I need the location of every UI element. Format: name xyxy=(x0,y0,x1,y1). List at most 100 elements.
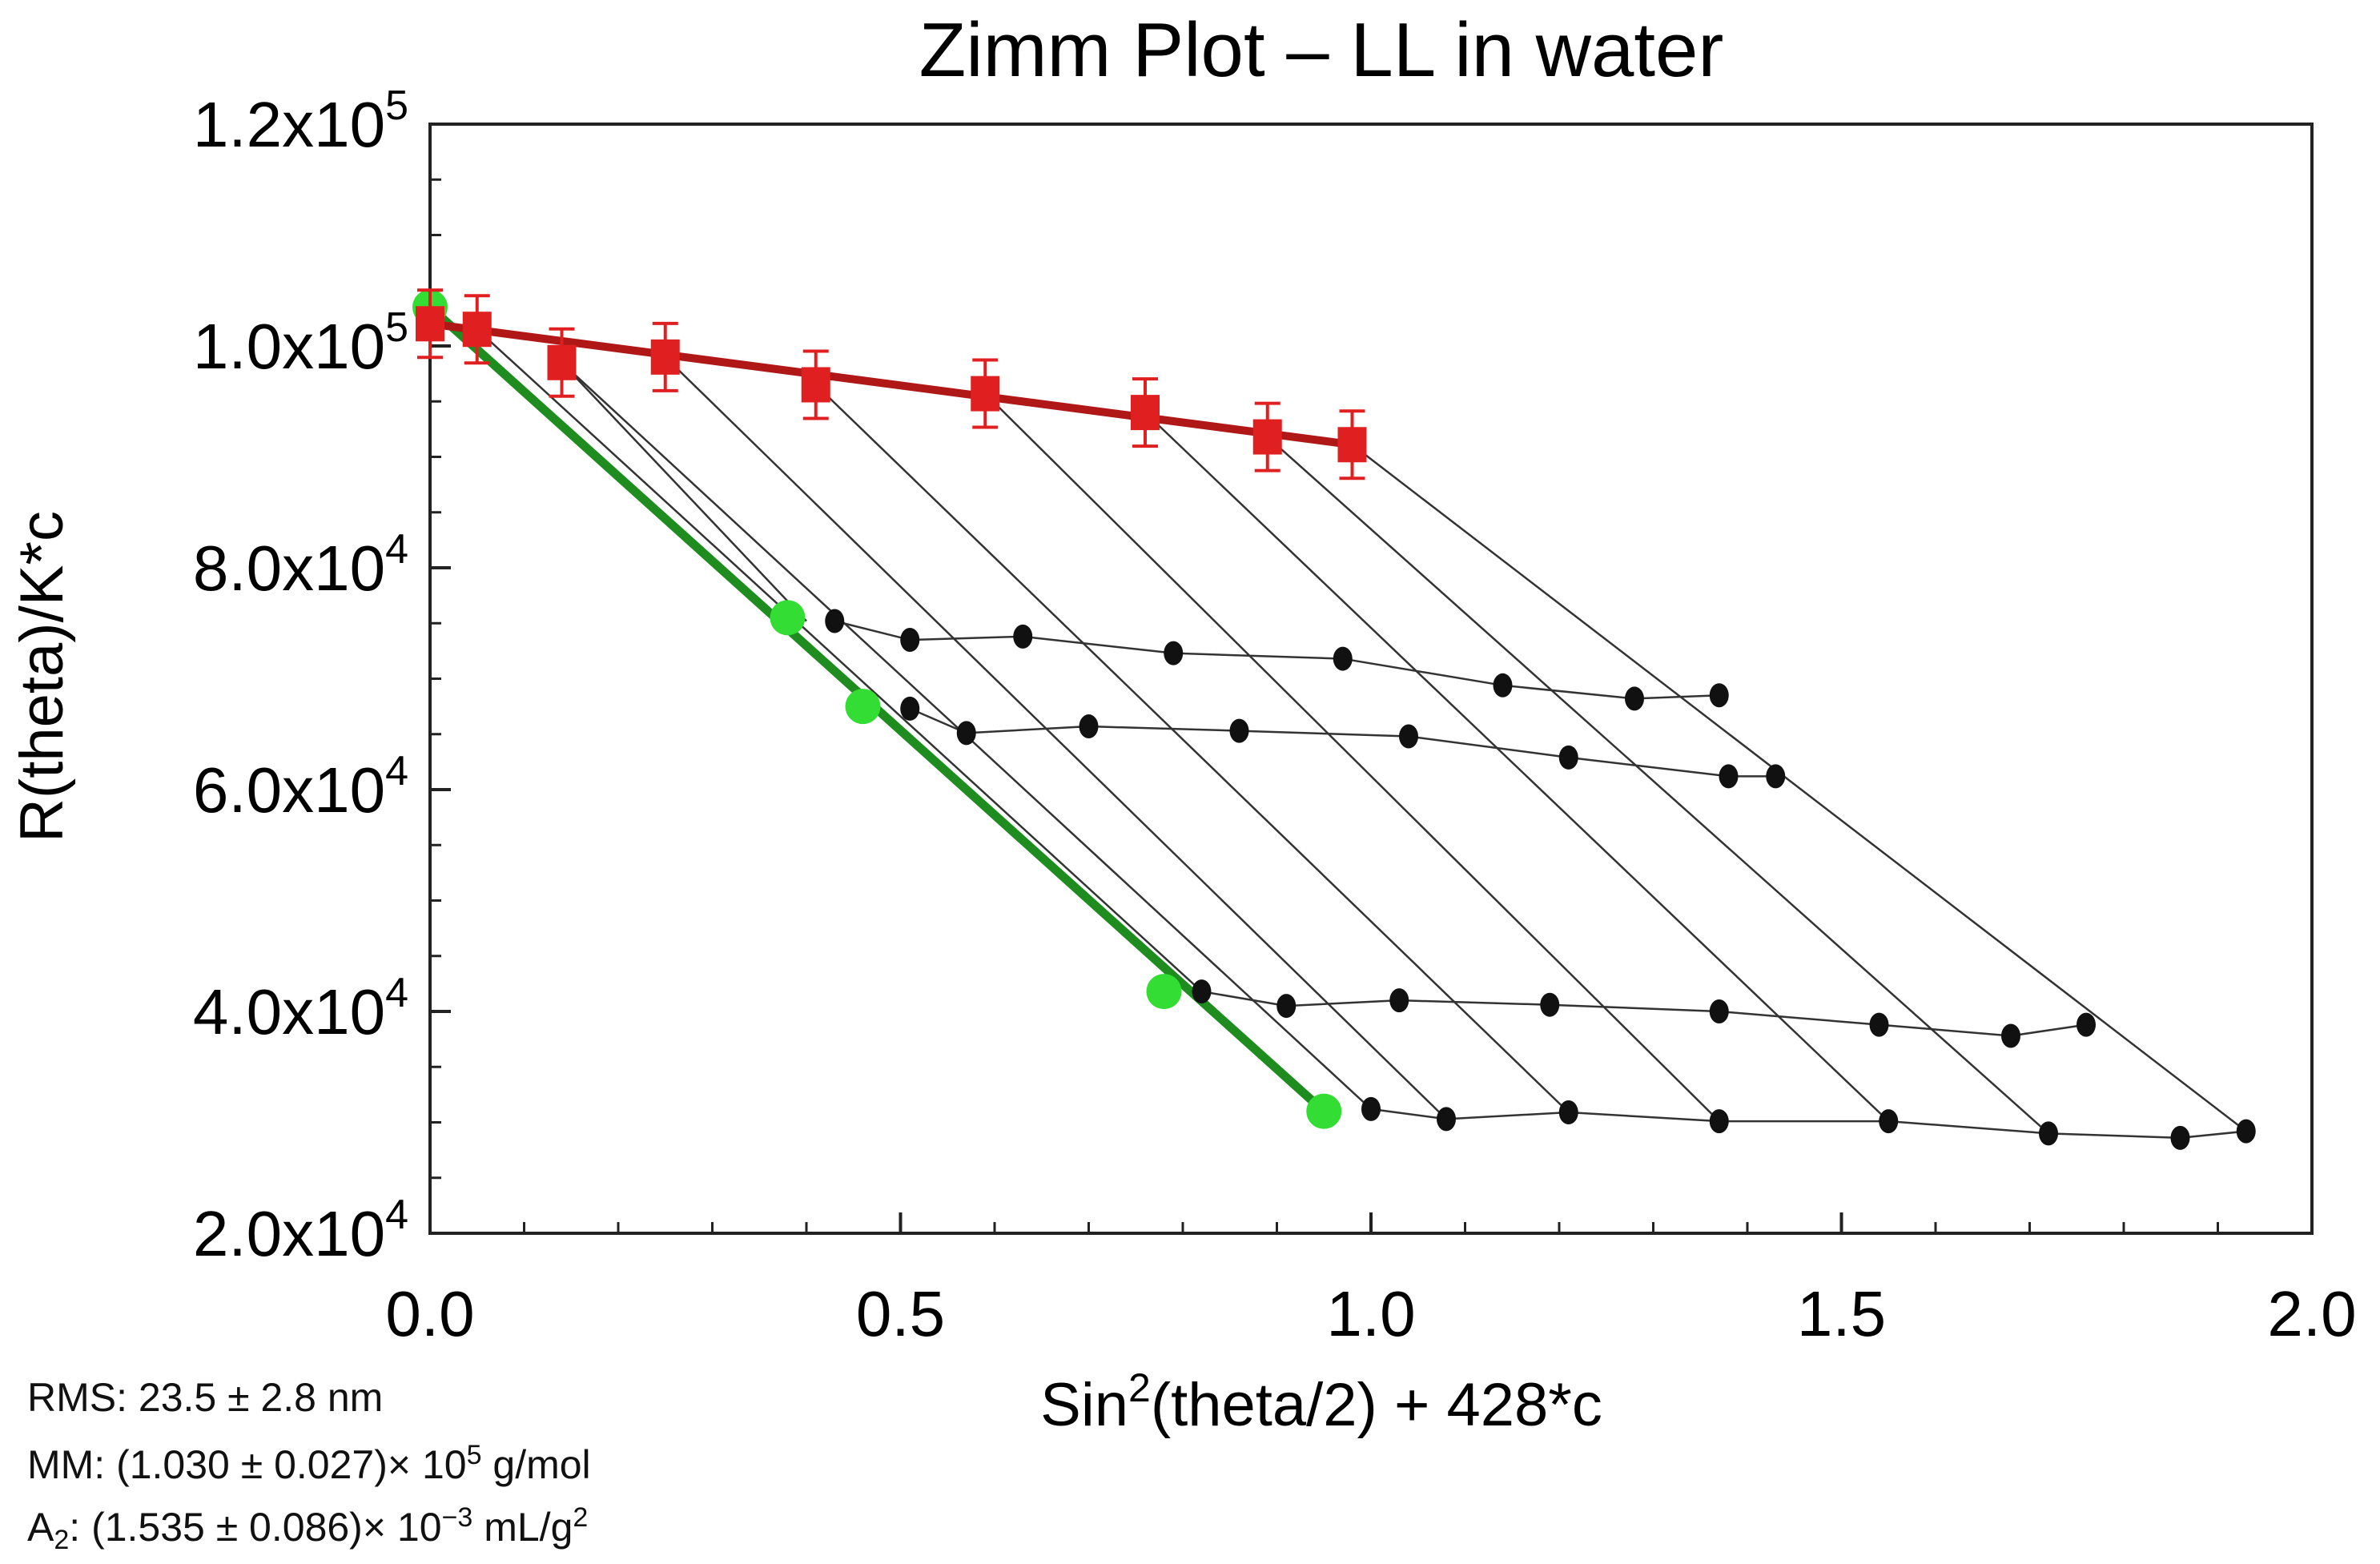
mm-exp: 5 xyxy=(466,1440,482,1470)
y-tick-label-base: 6.0x10 xyxy=(193,754,385,826)
measured-point xyxy=(1625,686,1644,711)
angle-fit-line xyxy=(1351,444,2247,1132)
y-tick-label-exp: 4 xyxy=(385,526,408,573)
measured-point xyxy=(1399,724,1418,749)
mm-unit: g/mol xyxy=(481,1442,591,1487)
y-tick-label-base: 2.0x10 xyxy=(193,1198,385,1269)
measured-point xyxy=(825,609,845,633)
x-axis-label-sup: 2 xyxy=(1128,1365,1151,1410)
y-tick-label-base: 1.2x10 xyxy=(193,89,385,160)
y-tick-label: 4.0x104 xyxy=(193,970,408,1047)
measured-point xyxy=(1437,1107,1456,1132)
x-tick-label: 0.0 xyxy=(385,1278,474,1349)
y-tick-label-exp: 5 xyxy=(385,304,408,351)
x-tick-label: 2.0 xyxy=(2267,1278,2356,1349)
measured-point xyxy=(1709,1109,1729,1134)
y-tick-label-base: 1.0x10 xyxy=(193,311,385,382)
stats-a2: A2: (1.535 ± 0.086)× 10−3 mL/g2 xyxy=(27,1504,588,1554)
a2-name: A xyxy=(27,1505,54,1550)
y-tick-label-base: 4.0x10 xyxy=(193,976,385,1047)
a2-unit: mL/g xyxy=(472,1505,573,1550)
mm-prefix: MM: (1.030 ± 0.027) xyxy=(27,1442,388,1487)
measured-point xyxy=(956,721,976,746)
y-axis-label: R(theta)/K*c xyxy=(8,511,76,842)
concentration-fit-line xyxy=(1370,1108,2246,1140)
measured-point xyxy=(2001,1023,2020,1048)
x-axis: 0.0 0.5 1.0 1.5 2.0 xyxy=(385,1212,2357,1349)
measured-point xyxy=(1540,992,1560,1017)
measured-point xyxy=(2236,1119,2256,1144)
measured-point xyxy=(1164,641,1184,665)
zero-concentration-fit-line xyxy=(429,320,1353,449)
x-axis-label: Sin2(theta/2) + 428*c xyxy=(1040,1365,1602,1439)
angle-fit-line xyxy=(1266,436,2049,1135)
chart-title: Zimm Plot – LL in water xyxy=(919,7,1724,93)
zero-concentration-point xyxy=(547,344,577,380)
data-markers xyxy=(412,288,2256,1150)
stats-mm: MM: (1.030 ± 0.027)× 105 g/mol xyxy=(27,1441,591,1485)
angle-fit-line xyxy=(561,361,807,622)
y-tick-label-base: 8.0x10 xyxy=(193,533,385,604)
mm-mult: × 10 xyxy=(387,1442,467,1487)
measured-point xyxy=(1389,988,1409,1013)
measured-point xyxy=(2039,1121,2058,1146)
plot-frame xyxy=(428,123,2314,1235)
zero-concentration-point xyxy=(1131,395,1160,431)
measured-point xyxy=(1229,718,1249,743)
measured-point xyxy=(1361,1096,1381,1121)
measured-point xyxy=(1766,764,1786,789)
measured-point xyxy=(2170,1125,2190,1150)
x-tick-label: 1.0 xyxy=(1326,1278,1415,1349)
angle-fit-line xyxy=(476,328,1203,992)
angle-fit-line xyxy=(664,356,1447,1120)
zero-concentration-point xyxy=(1337,427,1367,463)
a2-exp: −3 xyxy=(441,1502,473,1533)
measured-point xyxy=(1709,999,1729,1023)
measured-point xyxy=(2076,1012,2096,1037)
zero-angle-point xyxy=(1306,1093,1342,1129)
a2-unit-exp: 2 xyxy=(573,1502,589,1533)
x-tick-label: 0.5 xyxy=(856,1278,945,1349)
y-tick-label-exp: 5 xyxy=(385,82,408,129)
measured-point xyxy=(1013,624,1033,649)
y-tick-label: 2.0x104 xyxy=(193,1192,408,1269)
y-tick-label-exp: 4 xyxy=(385,748,408,794)
measured-point xyxy=(1709,683,1729,708)
zero-concentration-point xyxy=(650,339,680,375)
y-tick-label: 8.0x104 xyxy=(193,526,408,604)
a2-sub: 2 xyxy=(54,1525,70,1555)
a2-prefix: : (1.535 ± 0.086) xyxy=(69,1505,363,1550)
y-tick-label: 1.2x105 xyxy=(193,82,408,160)
x-axis-label-rest: (theta/2) + 428*c xyxy=(1151,1371,1602,1439)
concentration-fit-line xyxy=(909,707,1776,778)
x-tick-label: 1.5 xyxy=(1797,1278,1886,1349)
concentration-fit-line xyxy=(834,620,1719,700)
measured-point xyxy=(1558,745,1578,770)
y-tick-label: 1.0x105 xyxy=(193,304,408,382)
zero-angle-point xyxy=(1146,974,1182,1010)
measured-point xyxy=(900,696,920,721)
y-axis: 2.0x1044.0x1046.0x1048.0x1041.0x1051.2x1… xyxy=(193,82,451,1269)
zero-concentration-point xyxy=(462,312,492,348)
measured-point xyxy=(900,628,920,653)
x-axis-label-main: Sin xyxy=(1040,1371,1128,1439)
zero-concentration-point xyxy=(1252,419,1282,455)
angle-fit-line xyxy=(814,384,1570,1113)
zero-concentration-point xyxy=(971,376,1000,412)
zero-concentration-point xyxy=(801,367,830,403)
y-tick-label-exp: 4 xyxy=(385,970,408,1016)
measured-point xyxy=(1192,979,1212,1004)
fit-lines xyxy=(427,304,2247,1140)
angle-fit-line xyxy=(1144,412,1890,1123)
measured-point xyxy=(1333,646,1353,671)
measured-point xyxy=(1493,673,1513,698)
y-tick-label: 6.0x104 xyxy=(193,748,408,826)
stats-rms: RMS: 23.5 ± 2.8 nm xyxy=(27,1375,384,1420)
measured-point xyxy=(1079,714,1099,739)
measured-point xyxy=(1719,764,1739,789)
measured-point xyxy=(1276,994,1297,1019)
zero-angle-point xyxy=(845,689,881,725)
concentration-fit-line xyxy=(1201,990,2087,1037)
zero-angle-point xyxy=(770,600,806,636)
